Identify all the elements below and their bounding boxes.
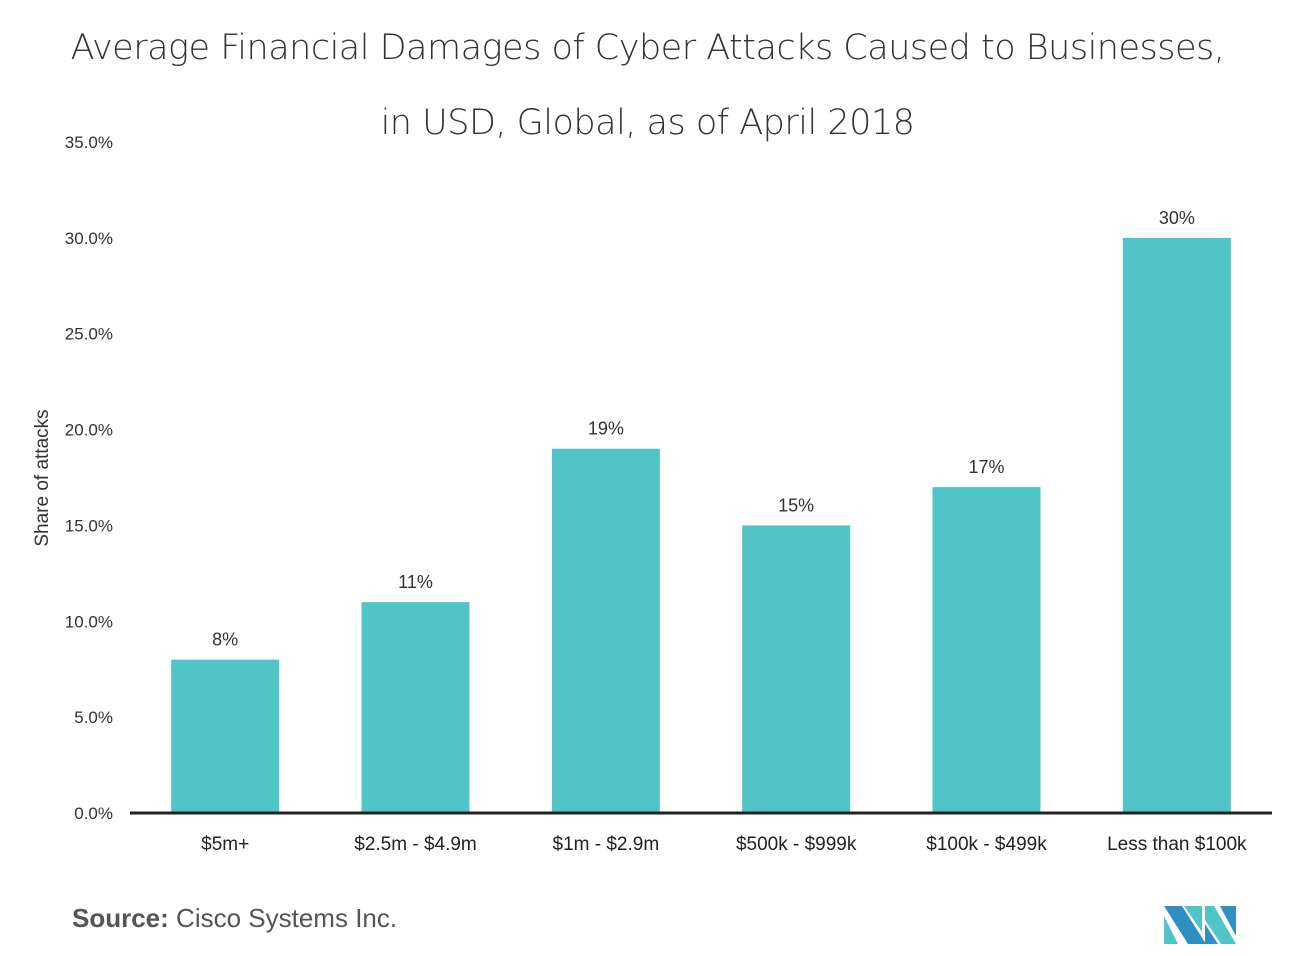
data-label: 17% (968, 457, 1004, 477)
bar (551, 448, 660, 813)
bar (361, 602, 470, 813)
y-tick-label: 25.0% (65, 325, 113, 344)
bar (171, 659, 280, 813)
chart-title: Average Financial Damages of Cyber Attac… (70, 28, 1225, 68)
y-tick-label: 0.0% (74, 804, 113, 823)
y-tick-label: 20.0% (65, 421, 113, 440)
y-tick-label: 35.0% (65, 133, 113, 152)
data-label: 19% (588, 419, 624, 439)
y-tick-label: 15.0% (65, 516, 113, 535)
x-tick-label: $1m - $2.9m (553, 834, 660, 855)
x-tick-label: $2.5m - $4.9m (354, 834, 477, 855)
x-tick-label: $100k - $499k (926, 834, 1047, 855)
chart-title-line2: in USD, Global, as of April 2018 (380, 103, 915, 143)
data-label: 30% (1159, 208, 1195, 228)
x-tick-label: Less than $100k (1107, 834, 1247, 855)
bar (742, 525, 851, 813)
data-label: 8% (212, 630, 238, 650)
data-label: 11% (398, 572, 433, 592)
y-axis-label: Share of attacks (32, 409, 53, 546)
y-tick-label: 5.0% (74, 708, 113, 727)
source-label: Source: (72, 903, 169, 933)
logo (1164, 906, 1236, 944)
source-text: Cisco Systems Inc. (176, 903, 398, 933)
data-label: 15% (778, 495, 814, 515)
y-tick-label: 30.0% (65, 229, 113, 248)
bar (1122, 237, 1231, 813)
x-tick-label: $5m+ (201, 834, 249, 855)
source-note: Source: Cisco Systems Inc. (72, 903, 397, 934)
y-tick-label: 10.0% (65, 612, 113, 631)
bar (932, 487, 1041, 813)
x-tick-label: $500k - $999k (736, 834, 857, 855)
